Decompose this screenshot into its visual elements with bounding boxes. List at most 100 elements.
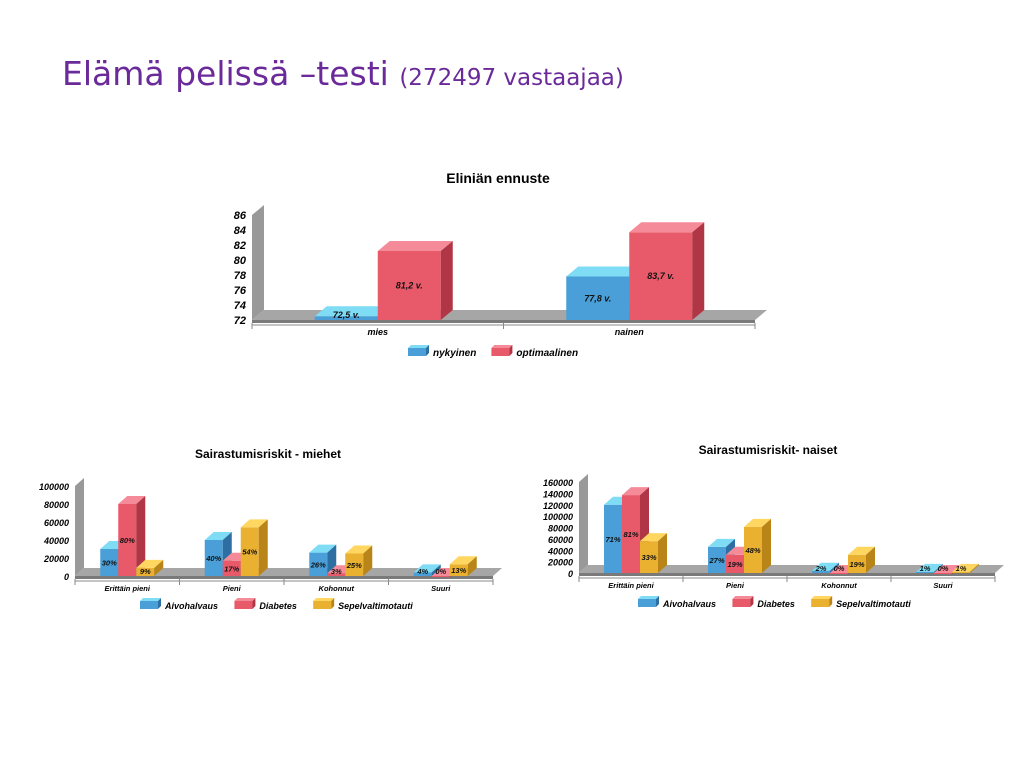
bar-aivohalvaus-0 [604,504,622,573]
y-tick-label: 0 [64,572,69,582]
legend-label-nykyinen: nykyinen [433,348,476,359]
legend-swatch-optimaalinen [491,348,510,356]
data-label: 19% [727,560,742,569]
bar-diabetes-1 [222,560,241,576]
x-category-label: Erittäin pieni [105,584,151,593]
legend-label-aivohalvaus: Aivohalvaus [164,601,218,611]
bar-aivohalvaus-0 [100,549,119,576]
data-label: 0% [938,564,949,573]
bar-sepelvaltimotauti-0-side [658,533,667,573]
bar-sepelvaltimotauti-1-side [762,518,771,573]
y-tick-label: 78 [234,270,247,282]
legend-label-diabetes: Diabetes [259,601,297,611]
chart-side-wall [252,205,264,320]
legend-swatch-side [426,345,429,356]
bar-diabetes-2 [327,573,346,576]
data-label: 27% [708,556,724,565]
x-category-label: Suuri [933,581,953,590]
bar-aivohalvaus-1-top [708,538,735,547]
legend-swatch-diabetes [732,599,751,607]
y-tick-label: 80 [234,255,247,267]
y-tick-label: 82 [234,240,246,252]
legend-swatch-side [158,598,161,609]
bar-aivohalvaus-3-top [916,563,943,572]
data-label: 25% [346,561,362,570]
y-tick-label: 160000 [543,478,573,488]
bar-aivohalvaus-2-top [812,562,839,571]
legend-swatch-top [491,345,513,348]
y-tick-label: 72 [234,315,246,327]
data-label: 83,7 v. [647,271,674,281]
bar-sepelvaltimotauti-3-side [970,563,979,573]
bar-sepelvaltimotauti-2-side [363,545,373,576]
y-tick-label: 120000 [543,501,573,511]
x-category-label: Kohonnut [821,581,857,590]
bar-optimaalinen-0-top [377,241,453,251]
y-tick-label: 76 [234,285,247,297]
data-label: 71% [605,535,620,544]
chart-title: Sairastumisriskit - miehet [195,447,341,461]
legend-swatch-top [811,596,833,599]
y-tick-label: 0 [568,569,573,579]
bar-sepelvaltimotauti-3 [952,571,970,573]
bar-sepelvaltimotauti-1-side [258,519,268,576]
bar-optimaalinen-1-side [692,222,705,320]
bar-sepelvaltimotauti-1 [240,527,259,576]
bar-sepelvaltimotauti-3 [449,564,468,576]
bar-nykyinen-0-top [314,306,390,317]
bar-aivohalvaus-3-top [413,564,441,573]
data-label: 48% [744,546,760,555]
bar-sepelvaltimotauti-1 [744,526,762,573]
y-tick-label: 40000 [547,546,573,556]
data-label: 30% [102,559,117,568]
chart-floor [579,565,1004,573]
legend-label-optimaalinen: optimaalinen [516,348,578,359]
chart-floor-edge [579,573,995,576]
legend-swatch-top [408,345,429,348]
legend-swatch-top [638,596,659,599]
bar-optimaalinen-1-top [629,222,705,233]
slide-title-subtitle: (272497 vastaajaa) [399,65,624,91]
bar-nykyinen-0 [314,316,378,320]
bar-optimaalinen-0 [377,251,441,320]
bar-aivohalvaus-3-side [431,564,441,576]
bar-diabetes-3 [934,573,952,574]
data-label: 17% [224,564,239,573]
data-label: 19% [849,560,864,569]
legend-swatch-top [140,598,161,601]
y-tick-label: 86 [234,210,247,222]
data-label: 2% [815,564,827,573]
bar-nykyinen-1-top [566,266,642,277]
bar-sepelvaltimotauti-0 [136,567,155,576]
data-label: 1% [920,564,931,573]
bar-sepelvaltimotauti-2 [345,553,364,576]
legend-swatch-side [509,345,513,356]
legend-swatch-sepelvaltimotauti [811,599,830,607]
legend-swatch-diabetes [234,601,253,609]
x-category-label: Pieni [223,584,242,593]
bar-sepelvaltimotauti-0 [640,541,658,573]
bar-optimaalinen-0-side [440,241,453,320]
y-tick-label: 20000 [547,558,573,568]
data-label: 1% [956,564,967,573]
bar-aivohalvaus-1 [204,540,223,576]
y-tick-label: 60000 [44,518,69,528]
data-label: 54% [242,548,257,557]
legend-label-aivohalvaus: Aivohalvaus [662,599,716,609]
bar-sepelvaltimotauti-2-top [848,546,875,555]
bar-aivohalvaus-2 [812,570,830,573]
chart-side-wall [579,474,588,573]
bar-diabetes-0 [118,504,137,576]
legend-swatch-nykyinen [408,348,426,356]
legend-swatch-side [829,596,833,607]
x-category-label: Kohonnut [319,584,355,593]
data-label: 72,5 v. [333,310,360,320]
bar-diabetes-0-top [622,487,649,496]
bar-sepelvaltimotauti-1-top [240,519,268,528]
chart-floor-edge [252,320,755,323]
x-category-label: mies [367,327,388,337]
bar-aivohalvaus-2-side [830,562,839,573]
data-label: 4% [416,567,428,576]
data-label: 0% [834,564,845,573]
